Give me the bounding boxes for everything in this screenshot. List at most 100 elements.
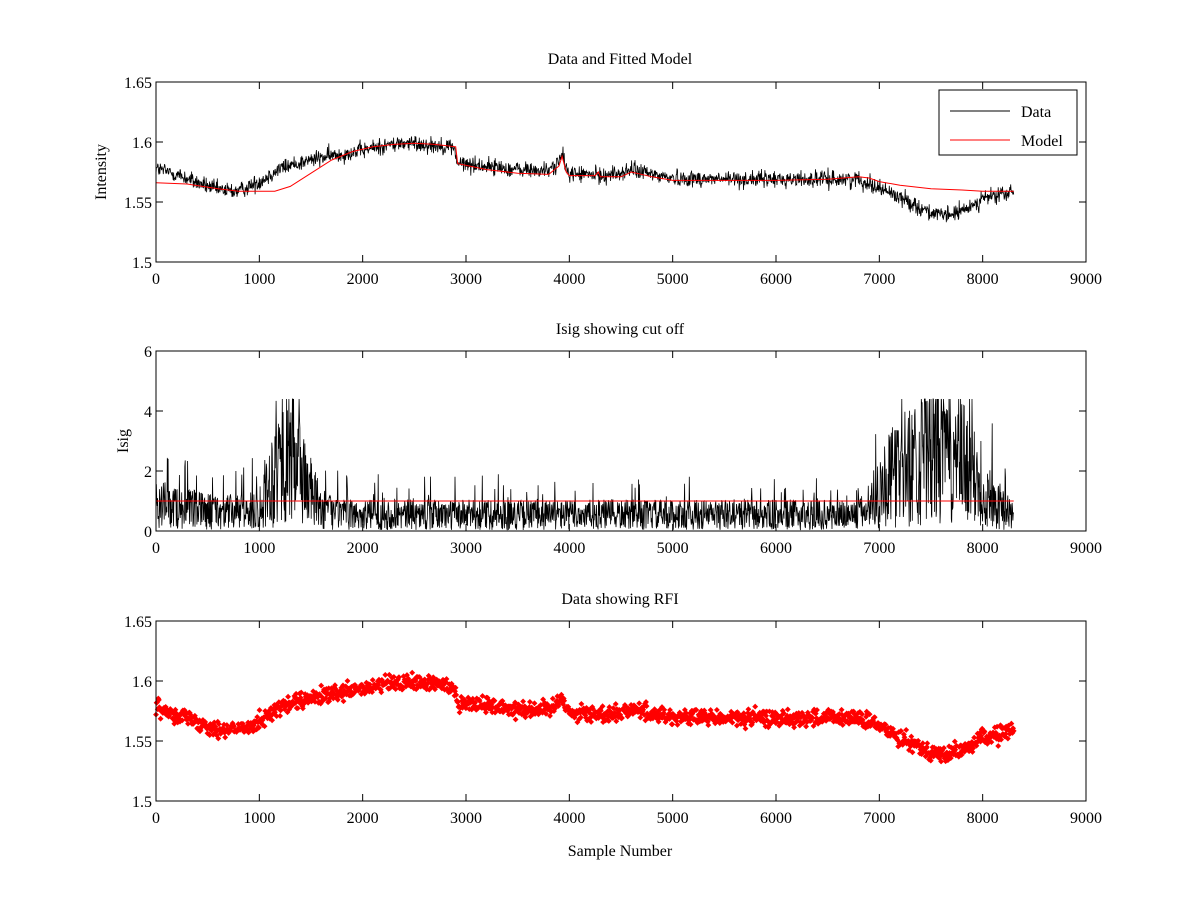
rfi-point <box>344 677 351 684</box>
rfi-point <box>334 696 341 703</box>
rfi-point <box>871 714 878 721</box>
rfi-point <box>479 693 486 699</box>
rfi-point <box>1004 735 1011 742</box>
rfi-point <box>605 718 612 724</box>
rfi-point <box>531 700 538 707</box>
rfi-point <box>687 721 694 728</box>
rfi-point <box>456 709 463 716</box>
rfi-point <box>705 722 712 729</box>
y-tick-label: 4 <box>144 404 152 421</box>
panel-3-title: Data showing RFI <box>561 591 678 608</box>
rfi-point <box>1010 727 1017 734</box>
rfi-point <box>482 709 489 716</box>
x-tick-label: 1000 <box>243 810 275 827</box>
series-rfi-markers <box>153 669 1017 765</box>
x-tick-label: 2000 <box>347 271 379 288</box>
rfi-point <box>745 706 752 713</box>
rfi-point <box>386 671 393 678</box>
rfi-point <box>443 676 450 682</box>
x-tick-label: 7000 <box>863 810 895 827</box>
rfi-point <box>713 706 720 713</box>
panel-2-ylabel: Isig <box>115 429 132 453</box>
x-tick-label: 4000 <box>553 810 585 827</box>
rfi-point <box>995 743 1002 749</box>
rfi-point <box>970 745 977 752</box>
x-tick-label: 9000 <box>1070 810 1102 827</box>
series-model-line <box>155 142 1014 192</box>
rfi-point <box>859 716 866 723</box>
panel-1-title: Data and Fitted Model <box>548 51 693 68</box>
y-tick-label: 1.55 <box>124 734 152 751</box>
rfi-point <box>416 674 423 681</box>
x-tick-label: 7000 <box>863 271 895 288</box>
rfi-point <box>747 715 754 722</box>
panel-2-axes-box <box>155 350 1087 532</box>
x-tick-label: 5000 <box>657 810 689 827</box>
x-tick-label: 6000 <box>760 540 792 557</box>
legend-box <box>938 89 1078 156</box>
x-tick-label: 9000 <box>1070 271 1102 288</box>
rfi-point <box>340 698 347 705</box>
x-tick-label: 2000 <box>347 540 379 557</box>
panel-isig-cut-off: Isig showing cut off Isig 0 1000 2000 3000 4… <box>115 321 1102 557</box>
x-tick-label: 3000 <box>450 540 482 557</box>
rfi-point <box>255 724 262 731</box>
rfi-point <box>277 712 284 719</box>
rfi-point <box>651 706 658 713</box>
rfi-point <box>906 747 912 754</box>
rfi-point <box>866 711 873 718</box>
rfi-point <box>763 712 770 719</box>
rfi-point <box>752 703 759 710</box>
rfi-point <box>733 722 740 729</box>
rfi-point <box>185 720 191 727</box>
x-tick-label: 5000 <box>657 271 689 288</box>
rfi-point <box>378 689 385 696</box>
rfi-point <box>522 714 529 721</box>
rfi-point <box>215 735 222 742</box>
panel-1-series <box>155 135 1015 223</box>
rfi-point <box>526 698 533 705</box>
x-tick-label: 1000 <box>243 540 275 557</box>
rfi-point <box>780 710 787 717</box>
x-tick-label: 8000 <box>967 810 999 827</box>
rfi-point <box>555 703 562 709</box>
rfi-point <box>285 693 292 700</box>
rfi-point <box>512 699 519 706</box>
panel-3-xlabel: Sample Number <box>568 843 673 860</box>
rfi-point <box>784 706 791 713</box>
rfi-point <box>612 701 619 707</box>
rfi-point <box>294 705 301 712</box>
rfi-point <box>491 697 498 704</box>
rfi-point <box>814 707 820 713</box>
rfi-point <box>919 740 926 747</box>
rfi-point <box>409 669 416 676</box>
rfi-point <box>924 740 931 747</box>
rfi-point <box>803 723 810 730</box>
panel-3-series <box>153 669 1017 765</box>
rfi-point <box>674 721 681 728</box>
rfi-point <box>882 721 889 728</box>
x-tick-label: 8000 <box>967 540 999 557</box>
rfi-point <box>988 739 995 746</box>
y-tick-label: 0 <box>144 524 152 541</box>
x-tick-label: 2000 <box>347 810 379 827</box>
rfi-point <box>661 706 668 713</box>
rfi-point <box>561 697 568 704</box>
rfi-point <box>166 712 173 719</box>
y-tick-label: 1.5 <box>132 255 152 272</box>
panel-2-title: Isig showing cut off <box>556 321 685 338</box>
x-tick-label: 4000 <box>553 540 585 557</box>
legend-model-label: Model <box>1021 133 1063 150</box>
x-tick-label: 8000 <box>967 271 999 288</box>
rfi-point <box>938 758 945 765</box>
rfi-point <box>667 707 673 713</box>
rfi-point <box>613 718 620 725</box>
y-tick-label: 6 <box>144 344 152 361</box>
rfi-point <box>577 714 584 721</box>
rfi-point <box>543 710 549 717</box>
rfi-point <box>669 721 676 728</box>
rfi-point <box>599 703 606 710</box>
x-tick-label: 3000 <box>450 810 482 827</box>
rfi-point <box>1008 720 1015 727</box>
